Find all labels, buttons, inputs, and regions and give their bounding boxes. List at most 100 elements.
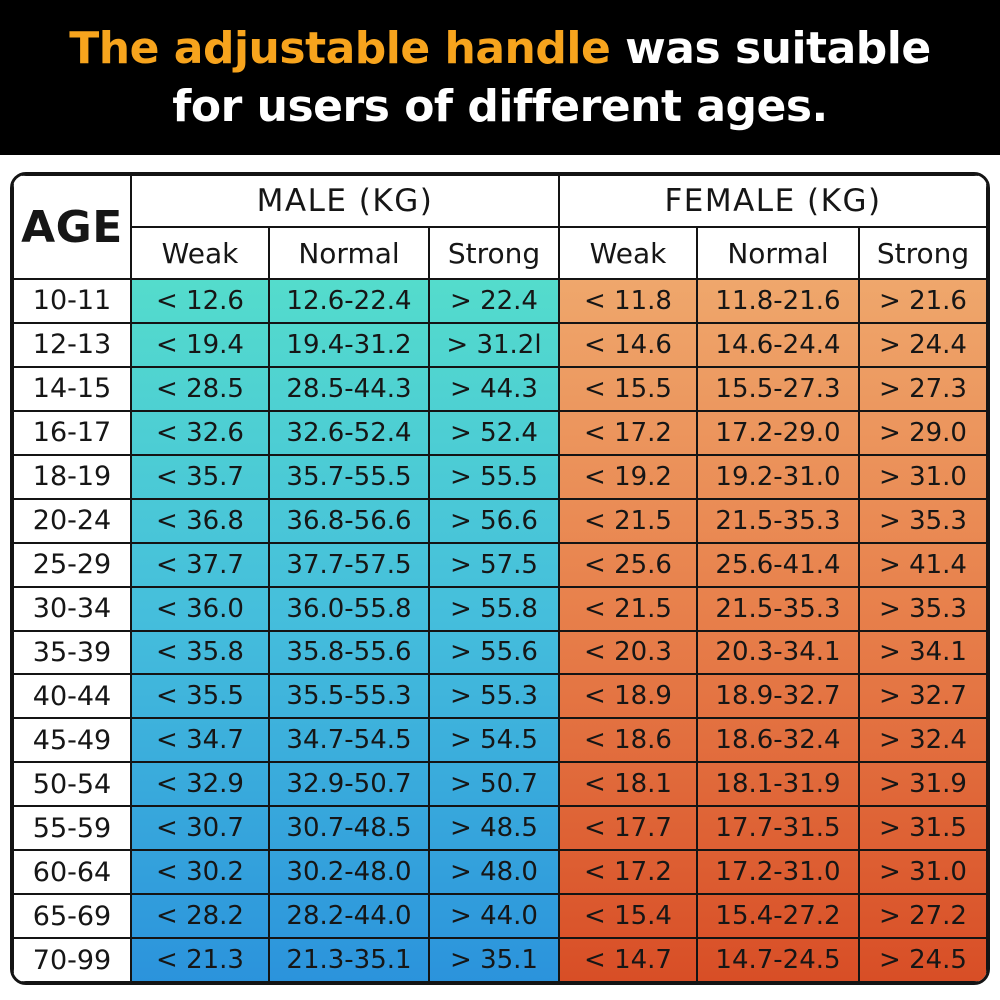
age-cell: 70-99 bbox=[13, 938, 131, 982]
female-weak-cell: < 17.2 bbox=[559, 850, 697, 895]
age-cell: 16-17 bbox=[13, 410, 131, 455]
male-normal-cell: 30.7-48.5 bbox=[269, 806, 429, 851]
age-column-header: AGE bbox=[13, 175, 131, 279]
male-strong-cell: > 22.4 bbox=[429, 279, 559, 323]
male-normal-cell: 37.7-57.5 bbox=[269, 542, 429, 587]
male-group-header: MALE (KG) bbox=[131, 175, 559, 227]
age-cell: 50-54 bbox=[13, 762, 131, 807]
female-strong-cell: > 32.7 bbox=[859, 674, 987, 719]
female-strong-cell: > 21.6 bbox=[859, 279, 987, 323]
male-weak-cell: < 37.7 bbox=[131, 542, 269, 587]
male-normal-cell: 35.7-55.5 bbox=[269, 454, 429, 499]
male-normal-cell: 21.3-35.1 bbox=[269, 938, 429, 982]
female-normal-cell: 18.1-31.9 bbox=[697, 762, 859, 807]
female-weak-cell: < 14.6 bbox=[559, 322, 697, 367]
female-normal-cell: 20.3-34.1 bbox=[697, 630, 859, 675]
female-weak-cell: < 25.6 bbox=[559, 542, 697, 587]
female-normal-cell: 15.5-27.3 bbox=[697, 366, 859, 411]
male-normal-cell: 36.8-56.6 bbox=[269, 498, 429, 543]
male-strong-cell: > 35.1 bbox=[429, 938, 559, 982]
female-normal-cell: 14.7-24.5 bbox=[697, 938, 859, 982]
female-subheader-strong: Strong bbox=[859, 227, 987, 279]
male-weak-cell: < 35.5 bbox=[131, 674, 269, 719]
age-cell: 25-29 bbox=[13, 542, 131, 587]
female-strong-cell: > 35.3 bbox=[859, 586, 987, 631]
male-subheader-weak: Weak bbox=[131, 227, 269, 279]
male-subheader-strong: Strong bbox=[429, 227, 559, 279]
female-normal-cell: 11.8-21.6 bbox=[697, 279, 859, 323]
male-weak-cell: < 32.9 bbox=[131, 762, 269, 807]
female-normal-cell: 18.6-32.4 bbox=[697, 718, 859, 763]
female-weak-cell: < 19.2 bbox=[559, 454, 697, 499]
male-subheader-normal: Normal bbox=[269, 227, 429, 279]
age-cell: 10-11 bbox=[13, 279, 131, 323]
female-strong-cell: > 32.4 bbox=[859, 718, 987, 763]
female-weak-cell: < 18.1 bbox=[559, 762, 697, 807]
age-cell: 14-15 bbox=[13, 366, 131, 411]
male-strong-cell: > 50.7 bbox=[429, 762, 559, 807]
male-strong-cell: > 55.6 bbox=[429, 630, 559, 675]
female-weak-cell: < 18.6 bbox=[559, 718, 697, 763]
female-weak-cell: < 14.7 bbox=[559, 938, 697, 982]
female-strong-cell: > 41.4 bbox=[859, 542, 987, 587]
female-weak-cell: < 17.2 bbox=[559, 410, 697, 455]
female-subheader-weak: Weak bbox=[559, 227, 697, 279]
title-banner: The adjustable handle was suitable for u… bbox=[0, 0, 1000, 155]
female-weak-cell: < 20.3 bbox=[559, 630, 697, 675]
female-strong-cell: > 24.5 bbox=[859, 938, 987, 982]
female-subheader-normal: Normal bbox=[697, 227, 859, 279]
female-strong-cell: > 31.0 bbox=[859, 454, 987, 499]
age-cell: 60-64 bbox=[13, 850, 131, 895]
age-cell: 18-19 bbox=[13, 454, 131, 499]
female-strong-cell: > 24.4 bbox=[859, 322, 987, 367]
female-strong-cell: > 31.5 bbox=[859, 806, 987, 851]
male-strong-cell: > 44.0 bbox=[429, 894, 559, 939]
age-cell: 20-24 bbox=[13, 498, 131, 543]
male-strong-cell: > 52.4 bbox=[429, 410, 559, 455]
male-normal-cell: 36.0-55.8 bbox=[269, 586, 429, 631]
female-strong-cell: > 27.3 bbox=[859, 366, 987, 411]
female-normal-cell: 14.6-24.4 bbox=[697, 322, 859, 367]
male-weak-cell: < 35.7 bbox=[131, 454, 269, 499]
title-highlight: The adjustable handle bbox=[69, 23, 611, 75]
age-cell: 65-69 bbox=[13, 894, 131, 939]
male-weak-cell: < 32.6 bbox=[131, 410, 269, 455]
female-group-header: FEMALE (KG) bbox=[559, 175, 987, 227]
male-strong-cell: > 55.3 bbox=[429, 674, 559, 719]
male-normal-cell: 32.9-50.7 bbox=[269, 762, 429, 807]
male-weak-cell: < 36.0 bbox=[131, 586, 269, 631]
age-cell: 30-34 bbox=[13, 586, 131, 631]
female-normal-cell: 17.2-31.0 bbox=[697, 850, 859, 895]
age-cell: 12-13 bbox=[13, 322, 131, 367]
female-strong-cell: > 27.2 bbox=[859, 894, 987, 939]
male-strong-cell: > 54.5 bbox=[429, 718, 559, 763]
female-strong-cell: > 29.0 bbox=[859, 410, 987, 455]
female-normal-cell: 21.5-35.3 bbox=[697, 498, 859, 543]
female-weak-cell: < 11.8 bbox=[559, 279, 697, 323]
male-weak-cell: < 30.2 bbox=[131, 850, 269, 895]
male-normal-cell: 32.6-52.4 bbox=[269, 410, 429, 455]
male-normal-cell: 35.5-55.3 bbox=[269, 674, 429, 719]
male-strong-cell: > 55.5 bbox=[429, 454, 559, 499]
female-strong-cell: > 31.0 bbox=[859, 850, 987, 895]
title-line-1: The adjustable handle was suitable bbox=[69, 20, 931, 77]
age-cell: 55-59 bbox=[13, 806, 131, 851]
female-normal-cell: 18.9-32.7 bbox=[697, 674, 859, 719]
female-weak-cell: < 15.5 bbox=[559, 366, 697, 411]
male-weak-cell: < 36.8 bbox=[131, 498, 269, 543]
male-strong-cell: > 44.3 bbox=[429, 366, 559, 411]
male-weak-cell: < 35.8 bbox=[131, 630, 269, 675]
male-strong-cell: > 48.5 bbox=[429, 806, 559, 851]
female-normal-cell: 17.7-31.5 bbox=[697, 806, 859, 851]
male-normal-cell: 28.5-44.3 bbox=[269, 366, 429, 411]
male-normal-cell: 34.7-54.5 bbox=[269, 718, 429, 763]
female-weak-cell: < 21.5 bbox=[559, 498, 697, 543]
female-strong-cell: > 35.3 bbox=[859, 498, 987, 543]
female-normal-cell: 25.6-41.4 bbox=[697, 542, 859, 587]
age-cell: 40-44 bbox=[13, 674, 131, 719]
female-weak-cell: < 21.5 bbox=[559, 586, 697, 631]
male-strong-cell: > 57.5 bbox=[429, 542, 559, 587]
male-weak-cell: < 12.6 bbox=[131, 279, 269, 323]
age-cell: 35-39 bbox=[13, 630, 131, 675]
age-cell: 45-49 bbox=[13, 718, 131, 763]
